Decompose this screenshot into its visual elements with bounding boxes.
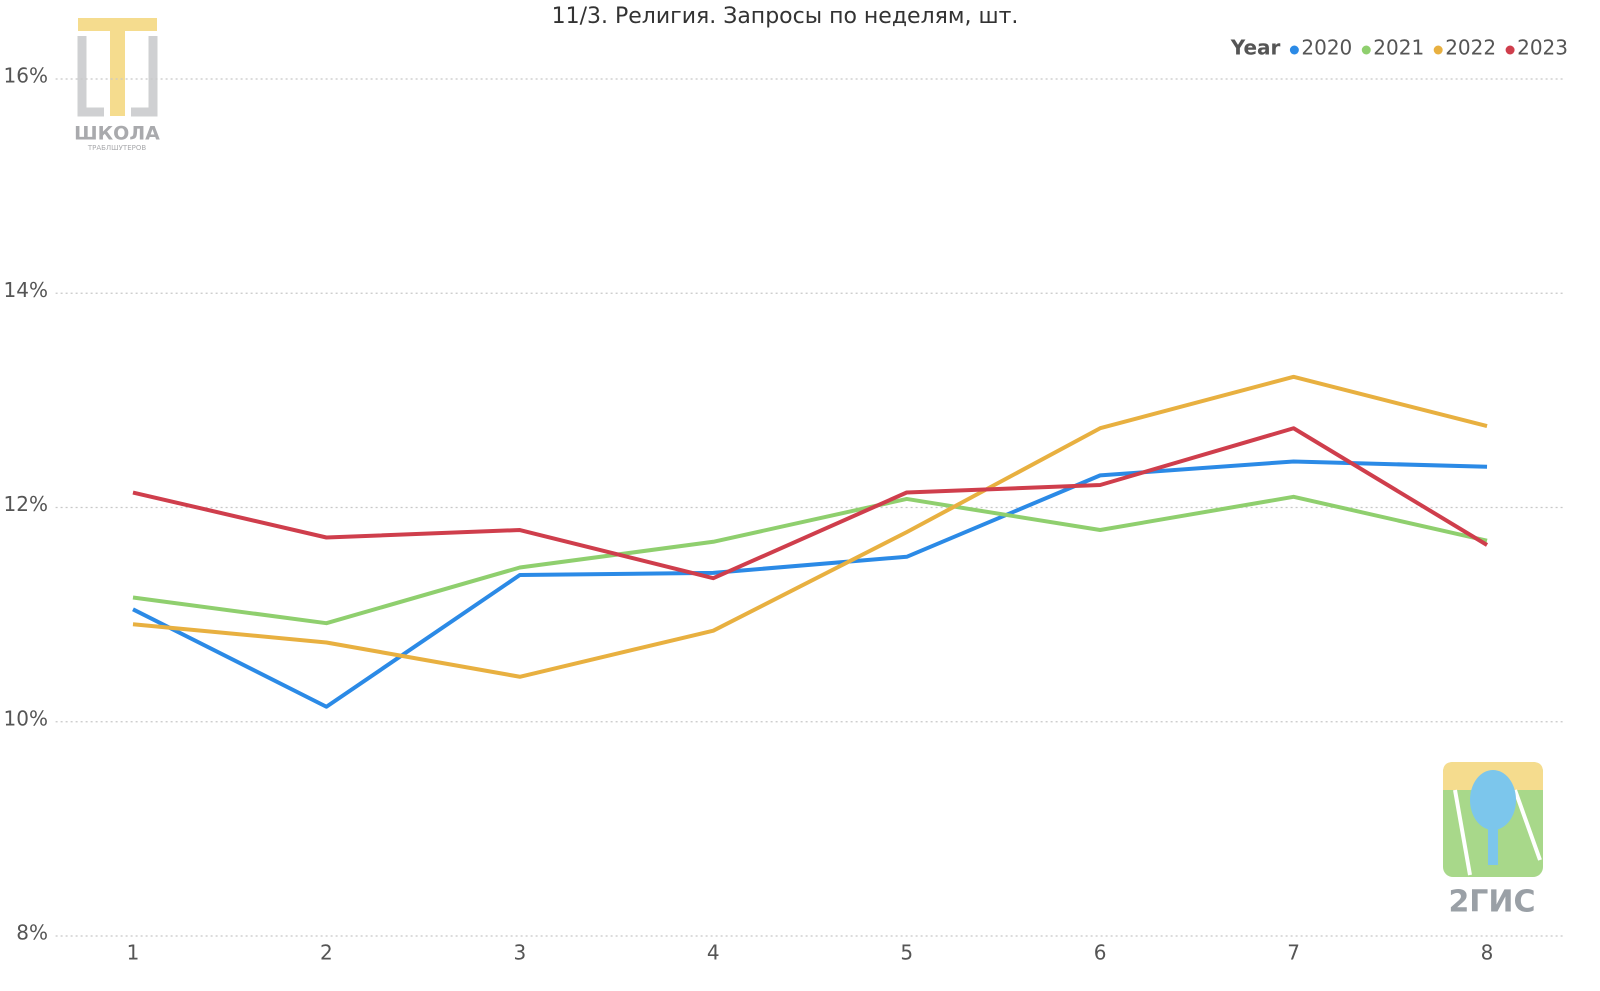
logo-shape [77, 36, 158, 117]
logo-shape [1470, 770, 1516, 830]
logo-shape [78, 18, 157, 31]
logo-text: 2ГИС [1448, 885, 1535, 920]
legend-label: 2020 [1301, 36, 1352, 60]
y-tick-label: 12% [4, 492, 48, 516]
y-tick-label: 14% [4, 278, 48, 302]
logo-text: ШКОЛА [74, 123, 160, 145]
chart-title: 11/3. Религия. Запросы по неделям, шт. [552, 4, 1019, 29]
series-line [132, 426, 1489, 581]
series-line [132, 459, 1488, 709]
logo-subtext: ТРАБЛШУТЕРОВ [87, 144, 147, 152]
legend-marker [1433, 45, 1443, 55]
y-tick-label: 10% [4, 706, 48, 730]
logo-shape [110, 31, 125, 116]
legend-title: Year [1230, 36, 1281, 60]
legend-label: 2023 [1517, 36, 1568, 60]
x-tick-label: 8 [1481, 941, 1494, 965]
series-line [132, 374, 1488, 679]
legend: Year 2020 2021 2022 2023 [1230, 36, 1568, 60]
x-tick-label: 5 [900, 941, 913, 965]
legend-marker [1361, 45, 1371, 55]
gis-logo: 2ГИС [1443, 762, 1543, 920]
y-tick-label: 8% [16, 921, 48, 945]
x-tick-label: 2 [320, 941, 333, 965]
x-tick-label: 4 [707, 941, 720, 965]
legend-marker [1289, 45, 1299, 55]
legend-label: 2022 [1445, 36, 1496, 60]
legend-marker [1505, 45, 1515, 55]
y-tick-label: 16% [4, 64, 48, 88]
logo-shape [1453, 789, 1542, 876]
school-logo: ШКОЛА ТРАБЛШУТЕРОВ [74, 18, 160, 152]
logo-shape [1488, 825, 1498, 865]
legend-label: 2021 [1373, 36, 1424, 60]
x-tick-label: 3 [513, 941, 526, 965]
x-tick-label: 1 [127, 941, 140, 965]
series-line [132, 494, 1488, 626]
x-tick-label: 6 [1094, 941, 1107, 965]
x-tick-label: 7 [1287, 941, 1300, 965]
